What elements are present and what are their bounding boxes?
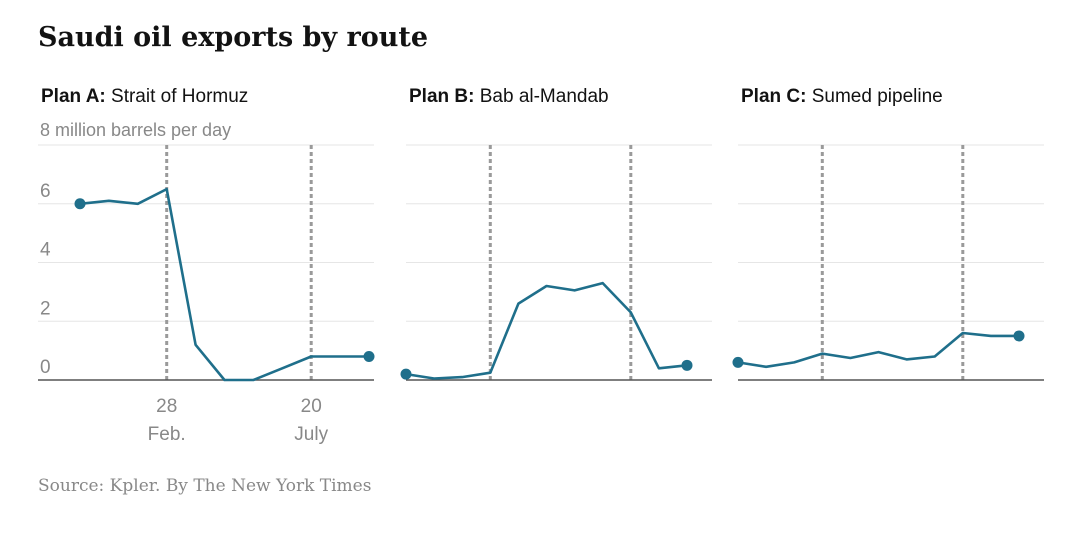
end-point	[1013, 330, 1025, 342]
panels: Plan A: Strait of Hormuz 0 2 4 6 8 million ba…	[38, 86, 1044, 445]
series-line	[79, 187, 369, 382]
x-tick-month: July	[294, 424, 328, 445]
x-tick-label: 20	[301, 396, 322, 417]
y-tick-label: 4	[40, 240, 51, 261]
end-point	[363, 351, 375, 362]
panel-title: Plan B: Bab al-Mandab	[409, 86, 609, 107]
source-credit: Source: Kpler. By The New York Times	[38, 476, 371, 496]
x-tick-label: 28	[156, 396, 177, 417]
panel-1: Plan A: Strait of Hormuz 0 2 4 6 8 million ba…	[38, 86, 375, 445]
panel-title-label: Strait of Hormuz	[111, 86, 248, 107]
series-line	[405, 281, 688, 380]
series-line	[737, 331, 1019, 369]
chart-title: Saudi oil exports by route	[38, 22, 428, 53]
panel-title-label: Bab al-Mandab	[480, 86, 609, 107]
panel-3: Plan C: Sumed pipeline	[732, 86, 1044, 381]
y-tick-label: 0	[40, 357, 51, 378]
start-point	[74, 198, 86, 210]
panel-title-bold: Plan C:	[741, 86, 812, 107]
end-point	[681, 359, 693, 371]
start-point	[732, 356, 744, 368]
y-tick-label: 2	[40, 298, 51, 319]
panel-2: Plan B: Bab al-Mandab	[400, 86, 712, 381]
panel-title-bold: Plan A:	[41, 86, 111, 107]
panel-title-label: Sumed pipeline	[812, 86, 943, 107]
panel-title-bold: Plan B:	[409, 86, 480, 107]
y-axis-label: 8 million barrels per day	[40, 120, 231, 140]
y-tick-label: 6	[40, 181, 51, 202]
x-tick-month: Feb.	[148, 424, 186, 445]
panel-title: Plan C: Sumed pipeline	[741, 86, 943, 107]
panel-title: Plan A: Strait of Hormuz	[41, 86, 248, 107]
start-point	[400, 368, 412, 380]
